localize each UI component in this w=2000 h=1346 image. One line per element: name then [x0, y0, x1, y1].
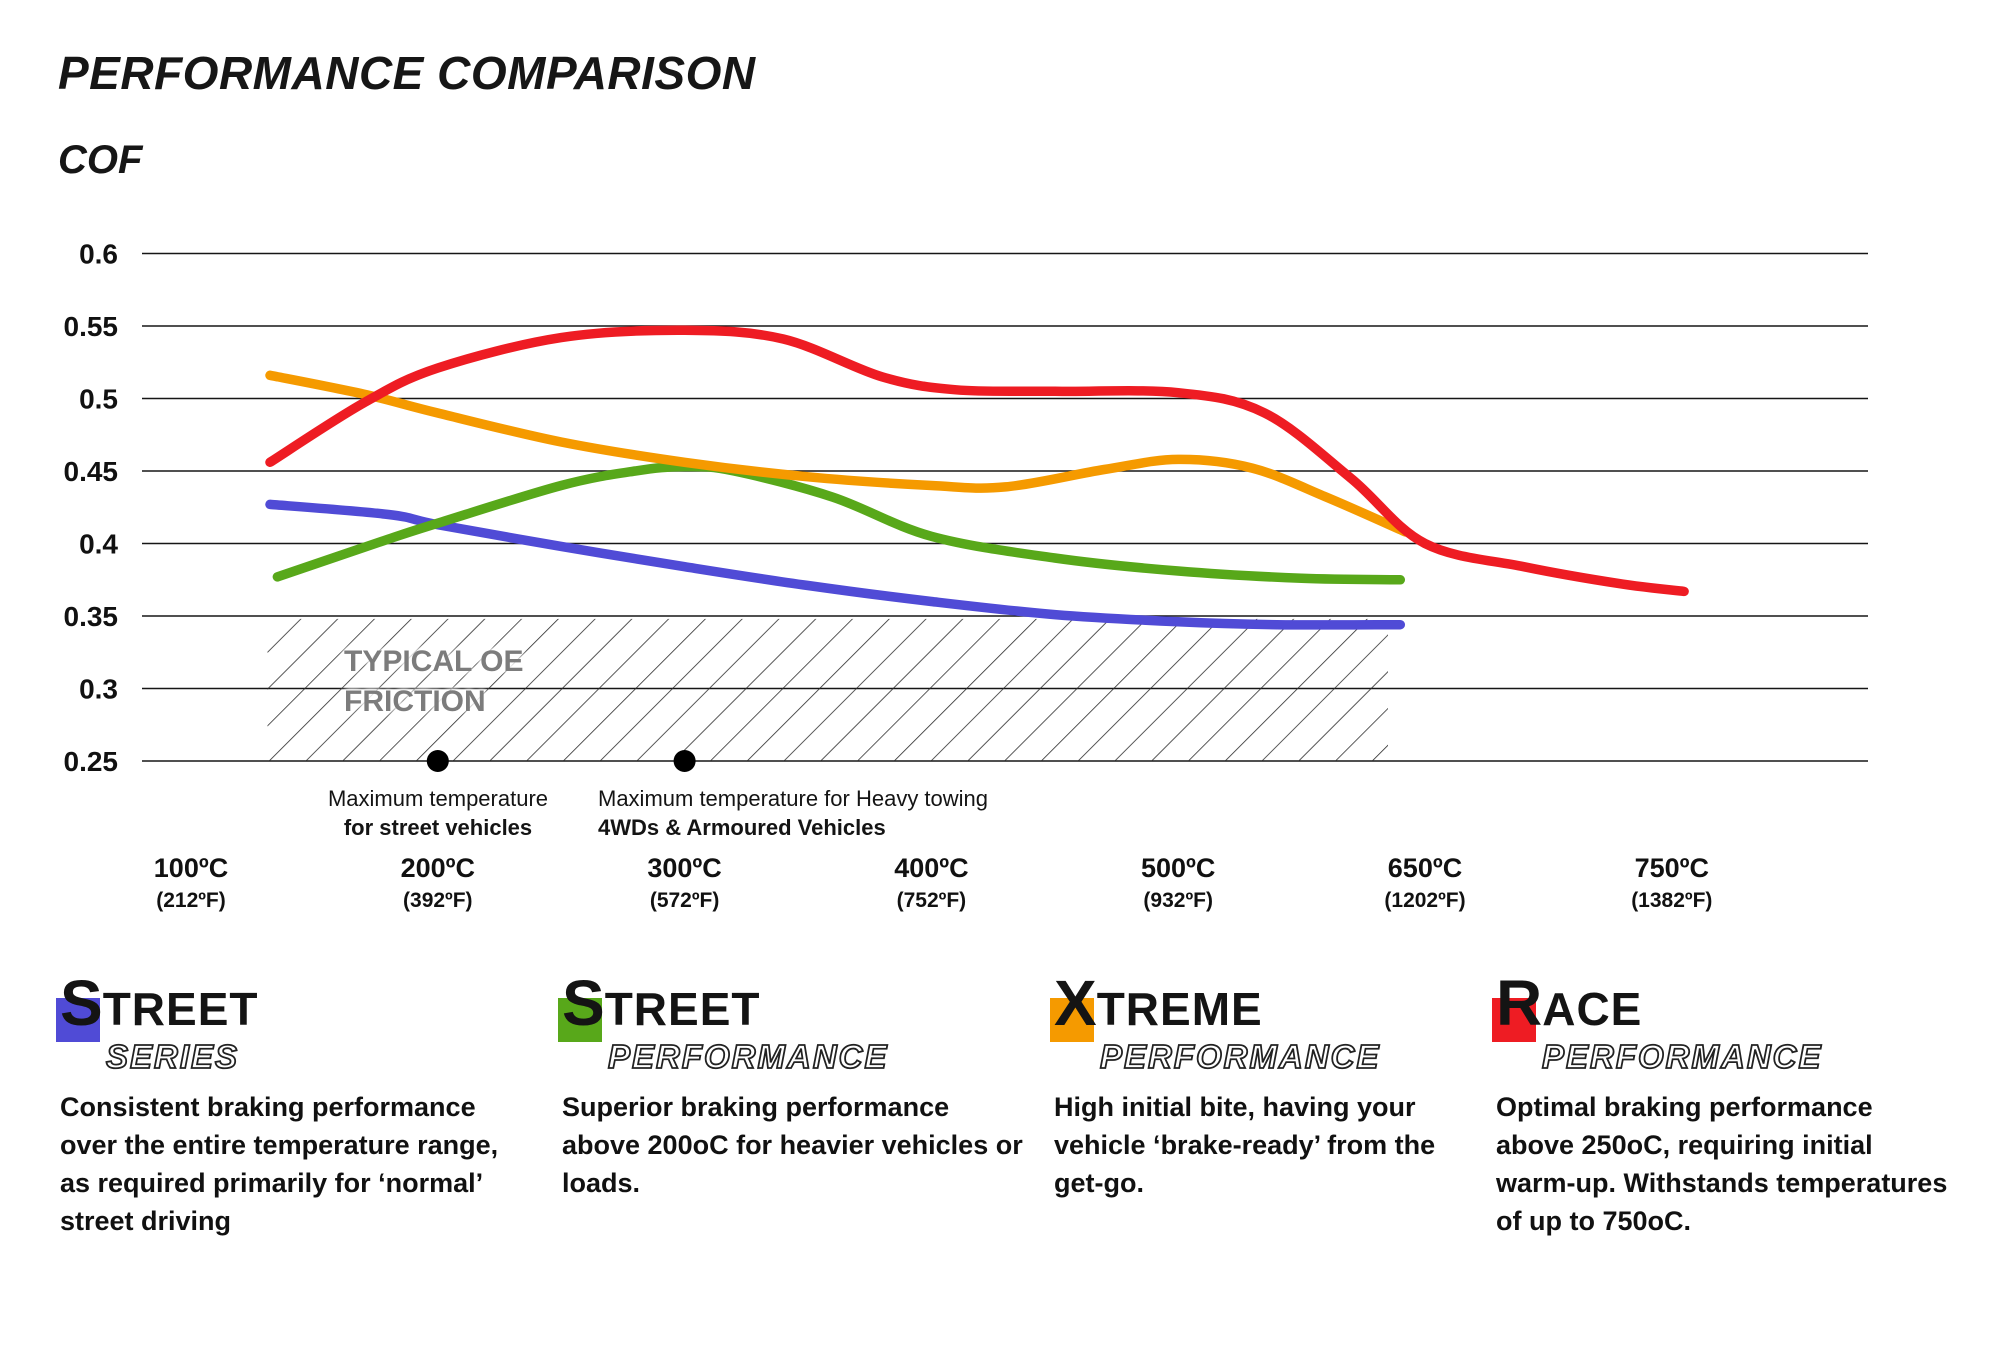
x-tick-label: 100ºC: [154, 853, 228, 883]
chart-title: PERFORMANCE COMPARISON: [58, 47, 756, 99]
xtreme-performance-subword: PERFORMANCE: [1099, 1037, 1381, 1076]
y-tick-label: 0.25: [64, 746, 119, 777]
y-tick-label: 0.4: [79, 529, 118, 560]
oe-friction-label: TYPICAL OE FRICTION: [344, 642, 523, 722]
race-performance-word-rest: ACE: [1542, 983, 1643, 1035]
y-axis-title: COF: [58, 138, 143, 182]
annotation-street-line1: Maximum temperature: [327, 786, 549, 811]
xtreme-performance-logo: XTREME PERFORMANCE: [1050, 971, 1484, 1076]
street-performance-logo: STREET PERFORMANCE: [558, 971, 1042, 1076]
race-performance-logo: RACE PERFORMANCE: [1492, 971, 1950, 1076]
x-tick-label: 650ºC: [1388, 853, 1462, 883]
race-performance-subword: PERFORMANCE: [1541, 1037, 1823, 1076]
x-tick-sublabel: (1202ºF): [1384, 889, 1465, 912]
xtreme-performance-description: High initial bite, having your vehicle ‘…: [1054, 1092, 1436, 1198]
xtreme-performance-wordmark: XTREME: [1054, 971, 1484, 1052]
x-tick-label: 300ºC: [647, 853, 721, 883]
legend-item-xtreme-performance: XTREME PERFORMANCE High initial bite, havi…: [1050, 971, 1484, 1240]
legend-item-race-performance: RACE PERFORMANCE Optimal braking performan…: [1492, 971, 1950, 1240]
xtreme-performance-word-rest: TREME: [1096, 983, 1263, 1035]
street-series-wordmark: STREET: [60, 971, 550, 1052]
street-performance-color-square: [558, 998, 602, 1042]
street-series-color-square: [56, 998, 100, 1042]
series-line-street-performance: [272, 461, 1406, 585]
y-tick-label: 0.35: [64, 601, 119, 632]
y-tick-label: 0.45: [64, 456, 119, 487]
street-performance-subword: PERFORMANCE: [607, 1037, 889, 1076]
performance-chart: 0.6 0.55 0.5 0.45 0.4 0.35 0.3 0.25 100ºC (212ºF)…: [64, 239, 1868, 912]
series-line-xtreme-performance: [265, 370, 1411, 537]
x-tick-sublabel: (1382ºF): [1631, 889, 1712, 912]
x-tick-sublabel: (932ºF): [1143, 889, 1213, 912]
race-performance-color-square: [1492, 998, 1536, 1042]
legend-item-street-performance: STREET PERFORMANCE Superior braking perfor…: [558, 971, 1042, 1240]
race-performance-wordmark: RACE: [1496, 971, 1950, 1052]
legend: STREET SERIES Consistent braking performan…: [56, 971, 1950, 1240]
series-line-race-performance: [265, 325, 1689, 597]
x-tick-sublabel: (392ºF): [403, 889, 473, 912]
annotation-street-max-temp: Maximum temperature for street vehicles: [178, 784, 698, 842]
street-series-subword: SERIES: [105, 1037, 240, 1076]
x-tick-sublabel: (752ºF): [897, 889, 967, 912]
street-series-description: Consistent braking performance over the …: [60, 1092, 499, 1236]
street-series-word-rest: TREET: [102, 983, 259, 1035]
max-temp-marker-2: [673, 750, 696, 772]
street-performance-initial: S: [562, 967, 605, 1039]
xtreme-performance-color-square: [1050, 998, 1094, 1042]
street-series-initial: S: [60, 967, 103, 1039]
annotation-street-line2: for street vehicles: [343, 815, 533, 840]
x-tick-label: 750ºC: [1635, 853, 1709, 883]
race-performance-description: Optimal braking performance above 250oC,…: [1496, 1092, 1948, 1236]
annotation-heavy-max-temp: Maximum temperature for Heavy towing 4WD…: [598, 784, 988, 842]
race-performance-initial: R: [1496, 967, 1543, 1039]
annotation-heavy-line1: Maximum temperature for Heavy towing: [598, 786, 989, 811]
street-performance-description: Superior braking performance above 200oC…: [562, 1092, 1023, 1198]
xtreme-performance-initial: X: [1054, 967, 1097, 1039]
y-tick-label: 0.5: [79, 384, 118, 415]
street-performance-word-rest: TREET: [604, 983, 761, 1035]
oe-friction-zone: [267, 618, 1388, 761]
annotation-heavy-line2: 4WDs & Armoured Vehicles: [598, 815, 886, 840]
oe-label-line1: TYPICAL OE: [344, 645, 524, 678]
y-tick-label: 0.6: [79, 239, 118, 270]
x-tick-label: 500ºC: [1141, 853, 1215, 883]
max-temp-marker-1: [426, 750, 449, 772]
x-tick-sublabel: (212ºF): [156, 889, 226, 912]
y-tick-label: 0.3: [79, 674, 118, 705]
x-tick-label: 200ºC: [401, 853, 475, 883]
x-tick-label: 400ºC: [894, 853, 968, 883]
x-tick-sublabel: (572ºF): [650, 889, 720, 912]
y-tick-label: 0.55: [64, 311, 119, 342]
street-performance-wordmark: STREET: [562, 971, 1042, 1052]
street-series-logo: STREET SERIES: [56, 971, 550, 1076]
legend-item-street-series: STREET SERIES Consistent braking performan…: [56, 971, 550, 1240]
oe-label-line2: FRICTION: [344, 685, 486, 718]
